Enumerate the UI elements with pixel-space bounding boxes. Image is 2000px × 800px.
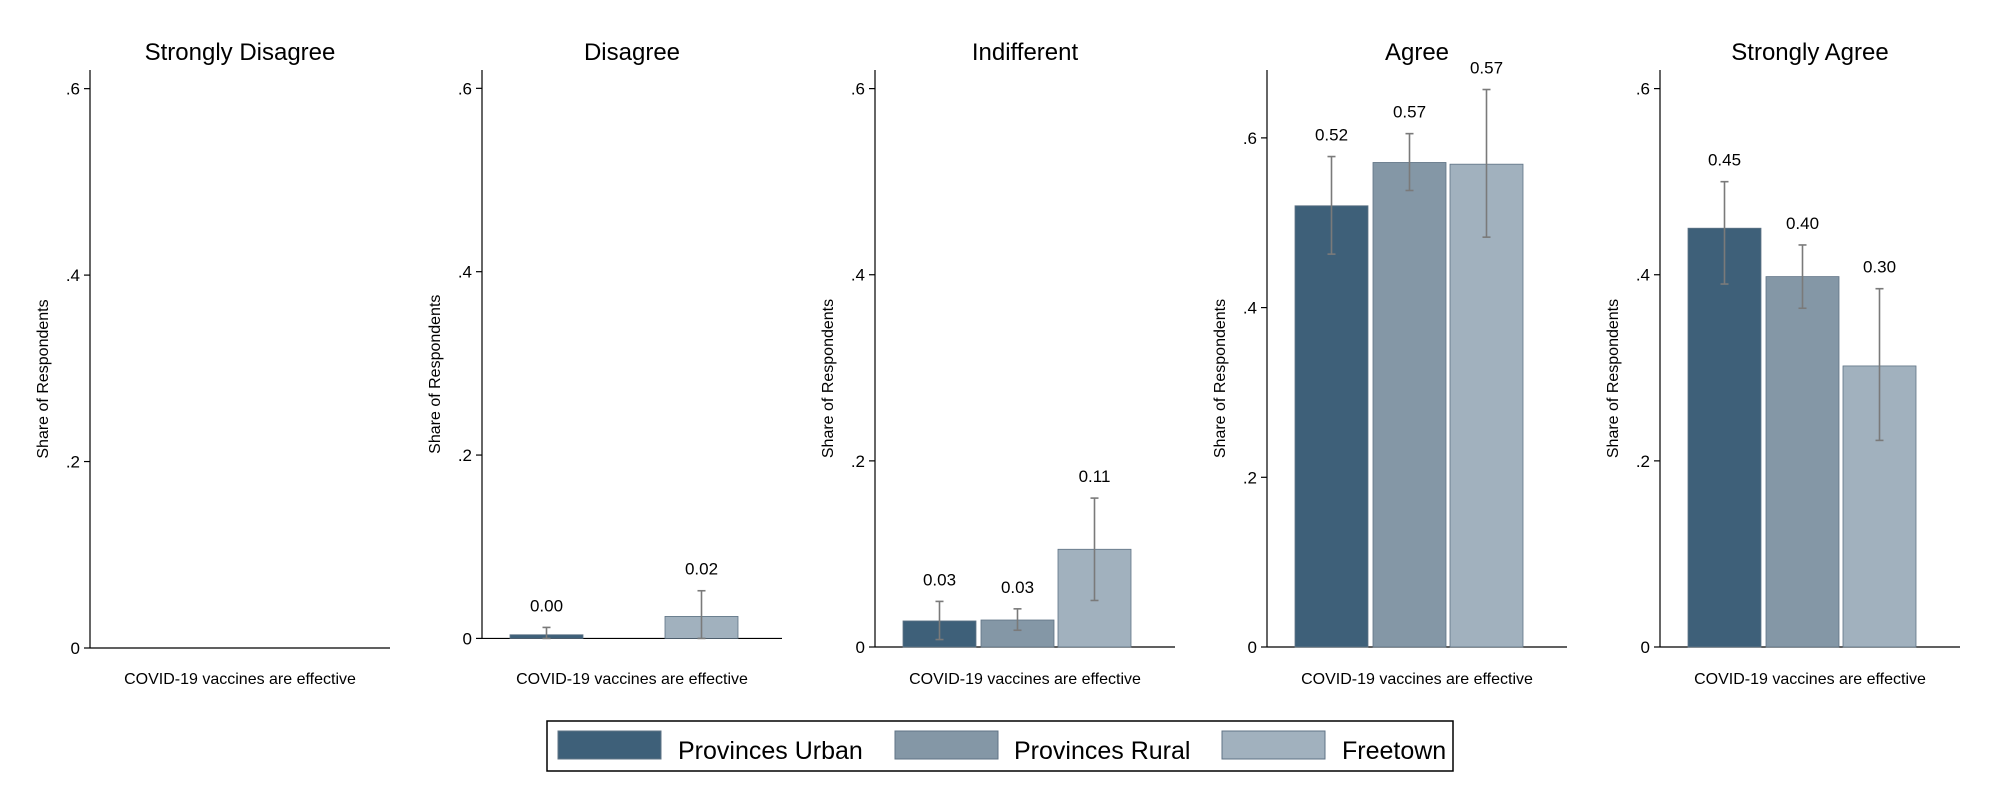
y-tick-label: .6 <box>1243 129 1257 148</box>
x-axis-label: COVID-19 vaccines are effective <box>1694 671 1926 688</box>
data-label: 0.30 <box>1863 258 1896 277</box>
y-tick-label: .6 <box>851 80 865 99</box>
bar-provinces-rural <box>1372 162 1447 648</box>
data-label: 0.03 <box>1001 578 1034 597</box>
y-tick-label: .2 <box>1243 468 1257 487</box>
legend-swatch <box>894 730 999 760</box>
y-tick-label: .6 <box>1636 80 1650 99</box>
y-tick-label: .6 <box>458 79 472 98</box>
x-axis-label: COVID-19 vaccines are effective <box>124 671 356 688</box>
panel-title: Agree <box>1385 39 1449 66</box>
chart-panel-1: Disagree 0 .2 .4 .6 Share of Respondents COVID… <box>427 39 782 688</box>
panel-title: Indifferent <box>972 39 1079 66</box>
y-tick-label: .2 <box>1636 452 1650 471</box>
bar-provinces-urban <box>1687 227 1762 648</box>
bar-provinces-urban <box>1294 205 1369 648</box>
x-axis-label: COVID-19 vaccines are effective <box>1301 671 1533 688</box>
y-tick-label: 0 <box>71 639 80 658</box>
y-axis-label: Share of Respondents <box>35 299 52 458</box>
chart-panel-3: Agree 0 .2 .4 .6 Share of Respondents COVID-19… <box>1212 39 1567 688</box>
bar-freetown <box>1449 163 1524 648</box>
legend-swatch <box>557 730 662 760</box>
data-label: 0.11 <box>1079 467 1111 486</box>
y-tick-label: .4 <box>1243 299 1257 318</box>
y-axis-label: Share of Respondents <box>1605 299 1622 458</box>
x-axis-label: COVID-19 vaccines are effective <box>909 671 1141 688</box>
y-tick-label: .4 <box>1636 266 1650 285</box>
y-tick-label: 0 <box>1248 638 1257 657</box>
chart-panel-2: Indifferent 0 .2 .4 .6 Share of Respondents CO… <box>820 39 1175 688</box>
legend-label: Provinces Rural <box>1014 737 1190 765</box>
y-axis-label: Share of Respondents <box>820 299 837 458</box>
y-tick-label: .6 <box>66 80 80 99</box>
data-label: 0.45 <box>1708 151 1741 170</box>
panel-title: Strongly Agree <box>1731 39 1888 66</box>
y-tick-label: .2 <box>66 453 80 472</box>
legend-swatch <box>1221 730 1326 760</box>
data-label: 0.03 <box>923 570 956 589</box>
data-label: 0.57 <box>1470 59 1503 78</box>
y-tick-label: .2 <box>851 452 865 471</box>
data-label: 0.57 <box>1393 103 1426 122</box>
chart-panel-4: Strongly Agree 0 .2 .4 .6 Share of Respondent… <box>1605 39 1960 688</box>
data-label: 0.00 <box>530 596 563 615</box>
panel-title: Strongly Disagree <box>145 39 336 66</box>
data-label: 0.02 <box>685 560 718 579</box>
y-tick-label: 0 <box>856 638 865 657</box>
x-axis-label: COVID-19 vaccines are effective <box>516 671 748 688</box>
y-tick-label: .4 <box>66 266 80 285</box>
y-tick-label: .2 <box>458 446 472 465</box>
data-label: 0.40 <box>1786 214 1819 233</box>
legend: Provinces Urban Provinces Rural Freetown <box>546 720 1454 772</box>
y-tick-label: 0 <box>463 629 472 648</box>
y-axis-label: Share of Respondents <box>427 295 444 454</box>
y-tick-label: .4 <box>458 263 472 282</box>
y-tick-label: .4 <box>851 266 865 285</box>
legend-label: Provinces Urban <box>678 737 863 765</box>
bar-provinces-rural <box>1765 276 1840 648</box>
panel-title: Disagree <box>584 39 680 66</box>
legend-label: Freetown <box>1342 737 1446 765</box>
chart-panel-0: Strongly Disagree 0 .2 .4 .6 Share of Respond… <box>35 39 390 688</box>
data-label: 0.52 <box>1315 126 1348 145</box>
y-tick-label: 0 <box>1641 638 1650 657</box>
y-axis-label: Share of Respondents <box>1212 299 1229 458</box>
